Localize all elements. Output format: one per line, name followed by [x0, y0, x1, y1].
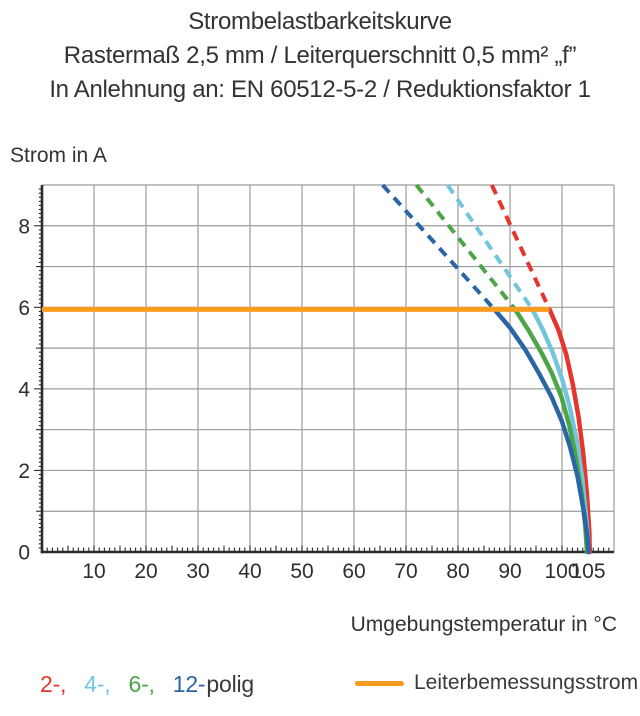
x-tick-label: 10 [82, 560, 105, 583]
curve-solid-2-polig [547, 307, 593, 555]
curve-dashed-12-polig [381, 183, 496, 311]
y-tick-label: 0 [18, 542, 30, 565]
x-tick-label: 90 [498, 560, 521, 583]
legend-poles: 2-, 4-, 6-, 12-polig [40, 671, 254, 698]
y-tick-label: 8 [18, 215, 30, 238]
legend-pole-12: 12- [172, 671, 206, 697]
title-line-3: In Anlehnung an: EN 60512-5-2 / Reduktio… [49, 76, 591, 103]
legend-poles-suffix: polig [206, 671, 255, 697]
legend-reference-label: Leiterbemessungsstrom [414, 671, 639, 694]
x-tick-label: 105 [570, 560, 605, 583]
legend-pole-4: 4-, [84, 671, 111, 697]
x-tick-label: 50 [290, 560, 313, 583]
x-axis-title: Umgebungstemperatur in °C [350, 613, 617, 636]
y-axis-title: Strom in A [10, 144, 107, 167]
y-tick-label: 6 [18, 297, 30, 320]
chart-title-block: Strombelastbarkeitskurve Rastermaß 2,5 m… [0, 5, 640, 107]
legend-pole-6: 6-, [128, 671, 155, 697]
x-tick-label: 30 [186, 560, 209, 583]
curve-solid-12-polig [492, 307, 591, 555]
legend-reference: Leiterbemessungsstrom [355, 671, 638, 695]
y-tick-label: 4 [18, 378, 30, 401]
rated-current-swatch [355, 680, 404, 686]
x-tick-label: 100 [544, 560, 579, 583]
title-line-1: Strombelastbarkeitskurve [188, 8, 452, 35]
title-line-2: Rastermaß 2,5 mm / Leiterquerschnitt 0,5… [63, 42, 577, 69]
x-tick-label: 80 [446, 560, 469, 583]
x-tick-label: 70 [394, 560, 417, 583]
x-tick-label: 60 [342, 560, 365, 583]
legend-pole-2: 2-, [40, 671, 67, 697]
x-tick-label: 20 [134, 560, 157, 583]
x-tick-label: 40 [238, 560, 261, 583]
curve-dashed-6-polig [414, 183, 517, 311]
curve-dashed-4-polig [445, 183, 535, 311]
y-tick-label: 2 [18, 460, 30, 483]
curve-dashed-2-polig [489, 184, 552, 311]
